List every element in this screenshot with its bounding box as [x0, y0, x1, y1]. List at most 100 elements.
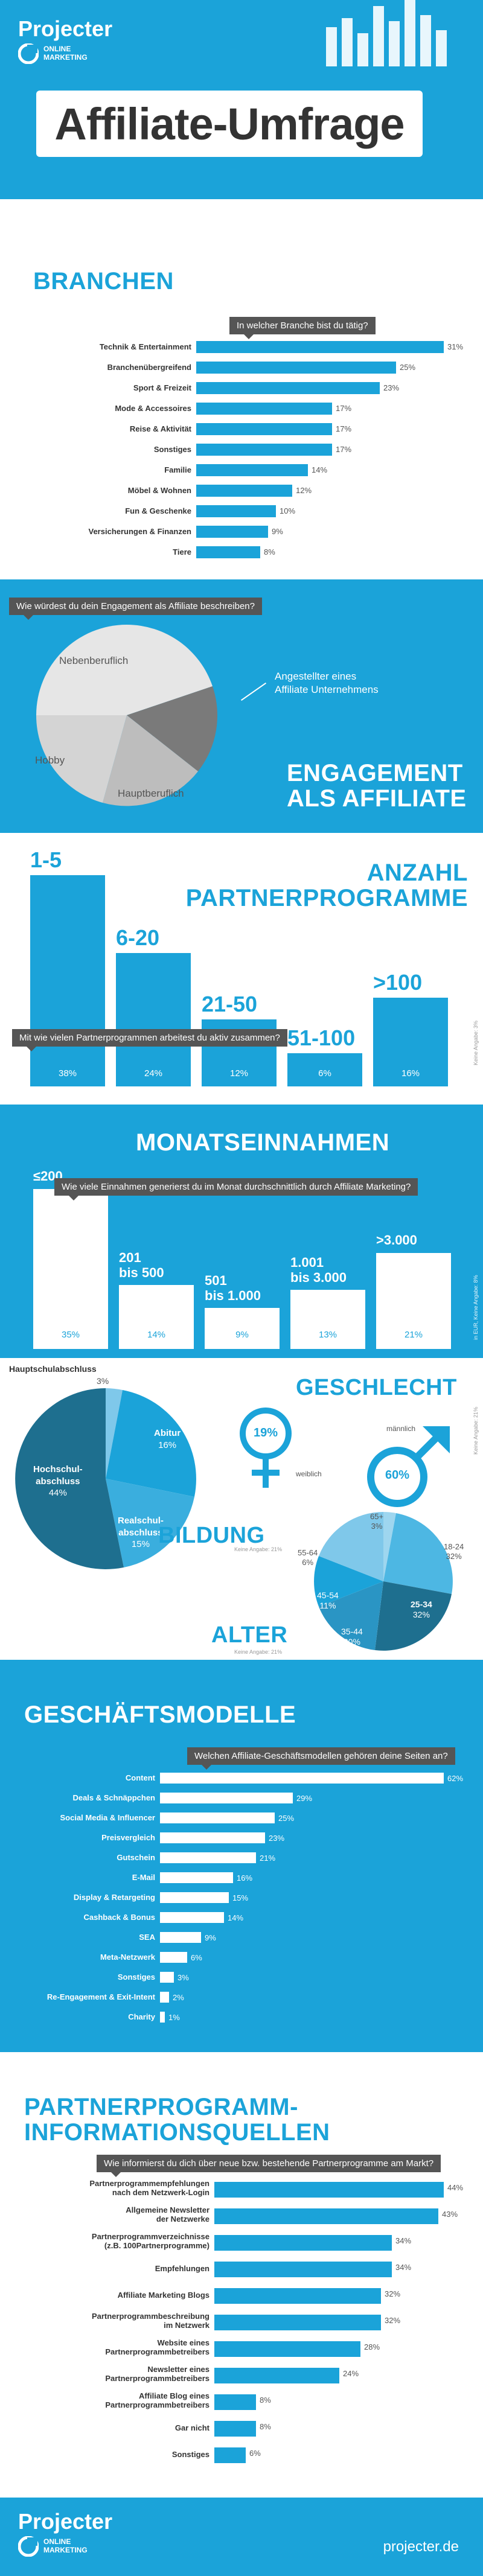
geschaeftsmodelle-value: 6% [191, 1953, 202, 1962]
geschaeftsmodelle-row: Display & Retargeting 15% [0, 1890, 483, 1910]
engagement-label-angestellt-2: Affiliate Unternehmens [275, 684, 379, 696]
branchen-value: 31% [447, 342, 464, 351]
alter-note: Keine Angabe: 21% [234, 1649, 283, 1655]
bildung-label-real: Realschul- abschluss 15% [118, 1515, 164, 1551]
infoquellen-row: Website eines Partnerprogrammbetreibers 28… [0, 2336, 483, 2363]
partnerprogramme-bar [287, 1053, 362, 1086]
monatseinnahmen-value: 9% [235, 1330, 249, 1340]
geschaeftsmodelle-bar [160, 1992, 169, 2003]
branchen-section: BRANCHEN In welcher Branche bist du täti… [0, 199, 483, 579]
branchen-value: 12% [296, 486, 312, 495]
partnerprogramme-bar-chart: 1-5 38% 6-20 24% 21-50 12% 51-100 6% >100 16% [0, 833, 483, 1105]
monatseinnahmen-bar-chart: ≤200 35% 201 bis 500 14% 501 bis 1.000 9% 1.001 b… [0, 1105, 483, 1358]
branchen-row: Sonstiges 17% [0, 442, 483, 462]
footer-url-link[interactable]: projecter.de [383, 2539, 459, 2555]
male-value: 60% [385, 1468, 410, 1482]
branchen-row: Versicherungen & Finanzen 9% [0, 524, 483, 544]
infoquellen-bar [214, 2368, 339, 2383]
geschaeftsmodelle-label: Display & Retargeting [73, 1893, 155, 1902]
bildung-label-haupt: Hauptschulabschluss [9, 1364, 97, 1374]
infoquellen-bar [214, 2262, 392, 2277]
monatseinnahmen-bar [119, 1285, 194, 1349]
geschaeftsmodelle-label: Social Media & Influencer [60, 1813, 156, 1822]
partnerprogramme-category-label: 1-5 [30, 847, 62, 872]
branchen-label: Mode & Accessoires [115, 404, 191, 413]
bildung-label-abitur-name: Abitur [154, 1428, 181, 1438]
partnerprogramme-category-label: >100 [373, 970, 423, 995]
infoquellen-row: Partnerprogrammverzeichnisse (z.B. 100Par… [0, 2230, 483, 2257]
geschaeftsmodelle-row: Gutschein 21% [0, 1850, 483, 1870]
geschaeftsmodelle-bar [160, 1932, 201, 1943]
branchen-bar [196, 403, 332, 415]
partnerprogramme-category-label: 6-20 [116, 925, 160, 950]
infoquellen-label-line1: Newsletter eines [147, 2365, 210, 2374]
infoquellen-label-line2: nach dem Netzwerk-Login [112, 2187, 210, 2197]
engagement-label-neben: Nebenberuflich [59, 655, 129, 666]
geschaeftsmodelle-row: Preisvergleich 23% [0, 1830, 483, 1850]
branchen-bar [196, 444, 332, 456]
infoquellen-row: Affiliate Blog eines Partnerprogrammbetre… [0, 2389, 483, 2416]
infoquellen-value: 24% [343, 2369, 359, 2378]
partnerprogramme-category-label: 21-50 [202, 992, 258, 1016]
geschaeftsmodelle-row: Sonstiges 3% [0, 1969, 483, 1989]
geschaeftsmodelle-label: SEA [139, 1933, 155, 1942]
monatseinnahmen-category-label: >3.000 [376, 1232, 417, 1248]
geschaeftsmodelle-label: Content [125, 1773, 155, 1782]
alter-label-3544: 35-44 20% [341, 1627, 363, 1647]
infoquellen-label-line1: Affiliate Blog eines [138, 2391, 210, 2400]
monatseinnahmen-bar [376, 1253, 451, 1349]
infoquellen-label-line2: der Netzwerke [156, 2214, 210, 2224]
engagement-pie-chart [36, 625, 218, 806]
demografie-section: Hauptschulabschluss 3% Abitur 16% Realsc… [0, 1358, 483, 1660]
bildung-value-hoch: 44% [48, 1488, 67, 1498]
alter-value-2534: 32% [412, 1609, 430, 1619]
bildung-note: Keine Angabe: 21% [234, 1546, 283, 1552]
branchen-value: 9% [272, 527, 283, 536]
female-symbol-icon [240, 1408, 292, 1488]
footer-sub-line2: MARKETING [43, 2546, 88, 2554]
infoquellen-value: 8% [260, 2422, 271, 2431]
geschaeftsmodelle-row: Charity 1% [0, 2009, 483, 2029]
infoquellen-label: Partnerprogrammverzeichnisse (z.B. 100Par… [92, 2232, 210, 2251]
branchen-label: Sport & Freizeit [133, 383, 191, 392]
branchen-value: 14% [312, 465, 328, 474]
infoquellen-bar [214, 2447, 246, 2463]
partnerprogramme-value: 16% [401, 1068, 420, 1079]
infoquellen-value: 8% [260, 2396, 271, 2405]
monatseinnahmen-category-line2: bis 500 [119, 1265, 164, 1281]
infoquellen-value: 43% [442, 2210, 458, 2219]
branchen-row: Sport & Freizeit 23% [0, 380, 483, 401]
engagement-label-haupt: Hauptberuflich [118, 788, 184, 799]
alter-label-4554: 45-54 11% [317, 1590, 339, 1611]
bildung-label-abitur: Abitur 16% [154, 1427, 181, 1451]
infoquellen-label: Newsletter eines Partnerprogrammbetreiber… [105, 2365, 210, 2383]
branchen-value: 17% [336, 424, 352, 433]
footer-logo[interactable]: Projecter ONLINE MARKETING [18, 2511, 112, 2557]
infoquellen-title-line2: INFORMATIONSQUELLEN [24, 2119, 330, 2146]
infoquellen-label-line2: im Netzwerk [164, 2320, 210, 2330]
infoquellen-bar [214, 2421, 256, 2437]
branchen-bar [196, 505, 276, 517]
branchen-title: BRANCHEN [33, 268, 174, 295]
geschaeftsmodelle-label: Cashback & Bonus [83, 1913, 155, 1922]
monatseinnahmen-category-label: 201 bis 500 [119, 1250, 164, 1281]
geschaeftsmodelle-section: GESCHÄFTSMODELLE Welchen Affiliate-Gesch… [0, 1660, 483, 2052]
city-skyline-decoration [326, 0, 447, 66]
geschaeftsmodelle-row: Meta-Netzwerk 6% [0, 1950, 483, 1969]
infoquellen-row: Sonstiges 6% [0, 2443, 483, 2469]
page-title: Affiliate-Umfrage [54, 98, 405, 149]
alter-label-5564: 55-64 6% [298, 1548, 318, 1567]
geschaeftsmodelle-bar [160, 1872, 233, 1883]
alter-value-1824: 32% [446, 1551, 462, 1561]
monatseinnahmen-value: 14% [147, 1330, 166, 1340]
monatseinnahmen-category-line1: 1.001 [290, 1255, 324, 1270]
branchen-value: 23% [383, 383, 400, 392]
brand-logo[interactable]: Projecter ONLINE MARKETING [18, 18, 112, 64]
geschaeftsmodelle-row: Cashback & Bonus 14% [0, 1910, 483, 1930]
infoquellen-value: 32% [385, 2289, 401, 2298]
engagement-title: ENGAGEMENT ALS AFFILIATE [287, 760, 467, 811]
alter-value-4554: 11% [319, 1600, 336, 1610]
footer-brand-name: Projecter [18, 2509, 113, 2534]
infoquellen-row: Allgemeine Newsletter der Netzwerke 43% [0, 2204, 483, 2230]
geschaeftsmodelle-label: Meta-Netzwerk [100, 1953, 155, 1962]
